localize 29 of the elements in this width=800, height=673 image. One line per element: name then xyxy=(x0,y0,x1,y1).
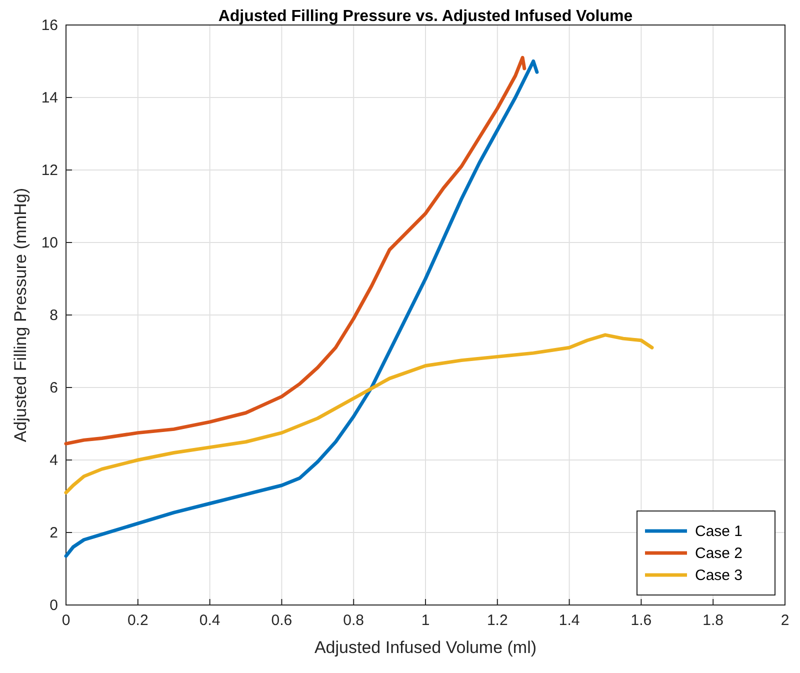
y-axis-title: Adjusted Filling Pressure (mmHg) xyxy=(11,188,30,442)
y-tick-label: 14 xyxy=(41,90,58,106)
y-tick-label: 6 xyxy=(50,380,58,396)
x-tick-label: 0.2 xyxy=(127,612,148,629)
x-tick-label: 0.8 xyxy=(343,612,364,629)
chart-title: Adjusted Filling Pressure vs. Adjusted Infused Volume xyxy=(218,8,633,25)
legend-label: Case 2 xyxy=(695,545,743,562)
x-tick-label: 0 xyxy=(62,612,70,629)
x-tick-label: 1 xyxy=(421,612,430,629)
y-tick-label: 12 xyxy=(41,162,58,179)
line-series xyxy=(64,56,526,446)
x-tick-label: 1.6 xyxy=(630,612,652,629)
x-tick-label: 0.6 xyxy=(271,612,292,629)
x-tick-label: 2 xyxy=(780,612,790,629)
y-tick-label: 0 xyxy=(50,597,58,614)
line-series xyxy=(64,333,654,494)
y-tick-label: 16 xyxy=(41,17,58,34)
x-tick-label: 0.4 xyxy=(199,612,220,629)
x-tick-label: 1.4 xyxy=(558,612,580,629)
legend-label: Case 1 xyxy=(695,523,743,540)
x-tick-label: 1.2 xyxy=(486,612,508,629)
y-tick-label: 10 xyxy=(41,234,58,252)
x-axis-title: Adjusted Infused Volume (ml) xyxy=(314,638,537,657)
x-tick-label: 1.8 xyxy=(702,612,724,629)
y-tick-label: 8 xyxy=(50,307,58,324)
y-tick-label: 2 xyxy=(50,524,58,542)
line-series xyxy=(64,60,539,558)
y-tick-label: 4 xyxy=(50,452,58,469)
legend-label: Case 3 xyxy=(695,567,743,584)
